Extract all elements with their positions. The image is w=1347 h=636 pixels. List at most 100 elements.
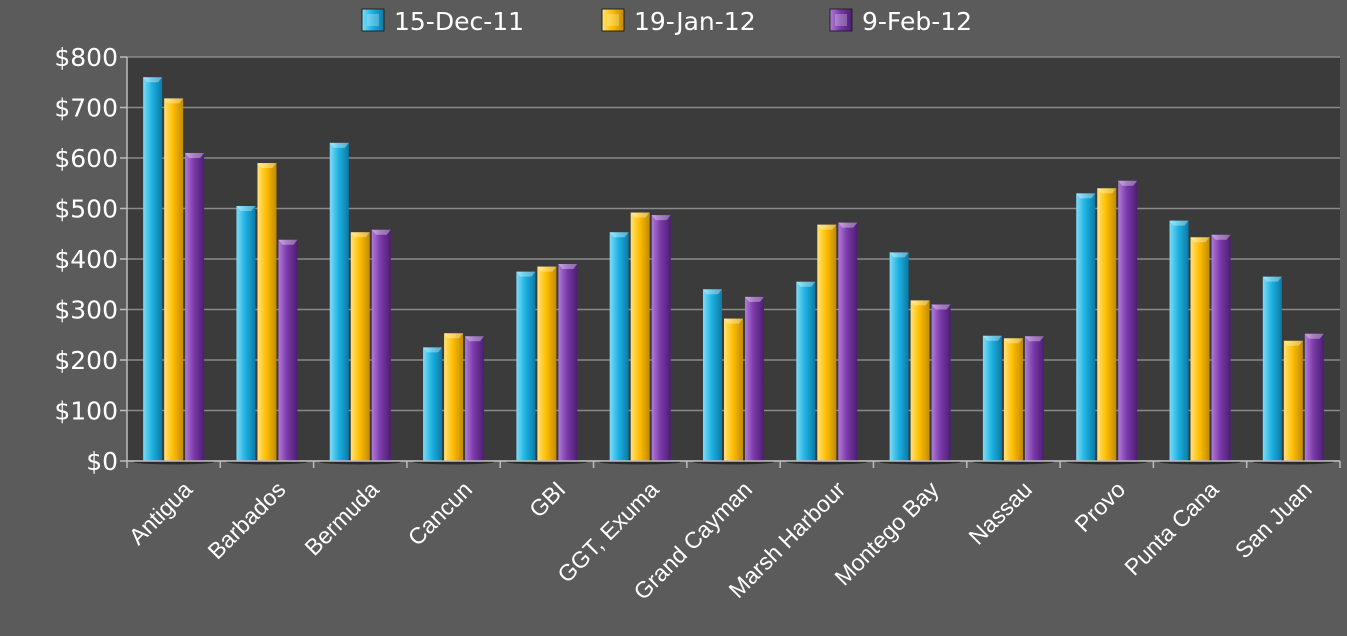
bar <box>889 252 909 461</box>
bar-top-bevel <box>236 205 256 211</box>
bar-top-bevel <box>423 347 443 353</box>
legend-label: 9-Feb-12 <box>862 7 972 36</box>
bar <box>817 224 837 461</box>
bar <box>724 318 743 461</box>
y-tick-label: $700 <box>54 94 118 123</box>
bar <box>185 152 205 461</box>
bar <box>703 289 722 461</box>
bar-top-bevel <box>1097 188 1117 194</box>
bar <box>630 212 650 461</box>
bar <box>1169 220 1189 461</box>
bar <box>651 215 671 461</box>
bar <box>236 205 256 461</box>
legend-swatch <box>829 8 853 32</box>
bar-top-bevel <box>1304 333 1324 339</box>
y-tick-label: $200 <box>54 346 118 375</box>
bar-top-bevel <box>1262 276 1282 282</box>
bar-top-bevel <box>838 222 858 228</box>
x-tick-label: Cancun <box>403 476 477 550</box>
bar-top-bevel <box>371 229 391 235</box>
bar-top-bevel <box>651 215 671 221</box>
bar <box>558 264 578 461</box>
bar-top-bevel <box>1076 193 1096 199</box>
x-tick-label: Provo <box>1069 476 1130 537</box>
bar-top-bevel <box>329 142 349 148</box>
x-tick-label: GBI <box>524 476 570 522</box>
bar <box>1190 237 1210 461</box>
legend-swatch-highlight <box>607 14 619 26</box>
bar-top-bevel <box>1024 336 1044 342</box>
legend-swatch <box>361 8 385 32</box>
bar <box>423 347 443 461</box>
bar <box>796 281 816 461</box>
x-tick-label: Antigua <box>124 476 198 550</box>
bar <box>371 229 391 461</box>
bar <box>1262 276 1282 461</box>
bar <box>1076 193 1096 461</box>
y-tick-label: $500 <box>54 195 118 224</box>
x-tick-label: Nassau <box>963 476 1037 550</box>
legend-swatch-highlight <box>835 14 847 26</box>
bar-top-bevel <box>1003 338 1023 344</box>
bar-top-bevel <box>817 224 837 230</box>
x-tick-label: Punta Cana <box>1119 476 1223 580</box>
bar <box>609 232 629 461</box>
bar-top-bevel <box>185 152 205 158</box>
bar <box>444 333 464 461</box>
bar-top-bevel <box>609 232 629 238</box>
bar <box>465 336 485 461</box>
legend: 15-Dec-11 19-Jan-12 9-Feb-12 <box>361 7 972 36</box>
bar <box>1003 338 1023 461</box>
bar-top-bevel <box>931 304 951 310</box>
legend-label: 15-Dec-11 <box>394 7 524 36</box>
bar <box>1304 333 1324 461</box>
bar-top-bevel <box>1211 234 1231 240</box>
bar <box>982 335 1002 461</box>
bar <box>257 163 277 462</box>
bar-top-bevel <box>465 336 485 342</box>
bar-top-bevel <box>889 252 909 258</box>
bar-top-bevel <box>1283 340 1303 346</box>
x-tick-label: San Juan <box>1230 476 1317 563</box>
bar-top-bevel <box>1118 180 1138 186</box>
legend-label: 19-Jan-12 <box>634 7 756 36</box>
bar <box>838 222 858 461</box>
x-tick-label: Bermuda <box>299 476 384 561</box>
bar-top-bevel <box>796 281 816 287</box>
bar <box>1211 234 1231 461</box>
bar <box>1283 340 1303 461</box>
bar <box>329 142 349 461</box>
bar-top-bevel <box>630 212 650 218</box>
bar-top-bevel <box>1169 220 1189 226</box>
y-tick-label: $0 <box>86 447 118 476</box>
bar <box>278 239 298 461</box>
bar <box>745 296 764 461</box>
bar <box>537 266 557 461</box>
legend-swatch-highlight <box>367 14 379 26</box>
bar <box>1097 188 1117 462</box>
bar-top-bevel <box>350 232 370 238</box>
bar-top-bevel <box>537 266 557 272</box>
y-tick-label: $300 <box>54 296 118 325</box>
bar-top-bevel <box>558 264 578 270</box>
bar <box>931 304 951 461</box>
bar-top-bevel <box>143 77 163 83</box>
bar-top-bevel <box>703 289 722 295</box>
bar <box>143 77 163 461</box>
bar <box>516 271 536 461</box>
y-tick-label: $100 <box>54 397 118 426</box>
bar-top-bevel <box>745 296 764 302</box>
bar-top-bevel <box>910 300 930 306</box>
bar-top-bevel <box>1190 237 1210 243</box>
bar-top-bevel <box>164 98 184 104</box>
y-tick-label: $400 <box>54 245 118 274</box>
bar-top-bevel <box>257 163 277 169</box>
bar-top-bevel <box>724 318 743 324</box>
y-tick-label: $600 <box>54 144 118 173</box>
bar <box>1118 180 1138 461</box>
bar <box>910 300 930 461</box>
bar <box>350 232 370 461</box>
y-tick-label: $800 <box>54 43 118 72</box>
bar-top-bevel <box>516 271 536 277</box>
